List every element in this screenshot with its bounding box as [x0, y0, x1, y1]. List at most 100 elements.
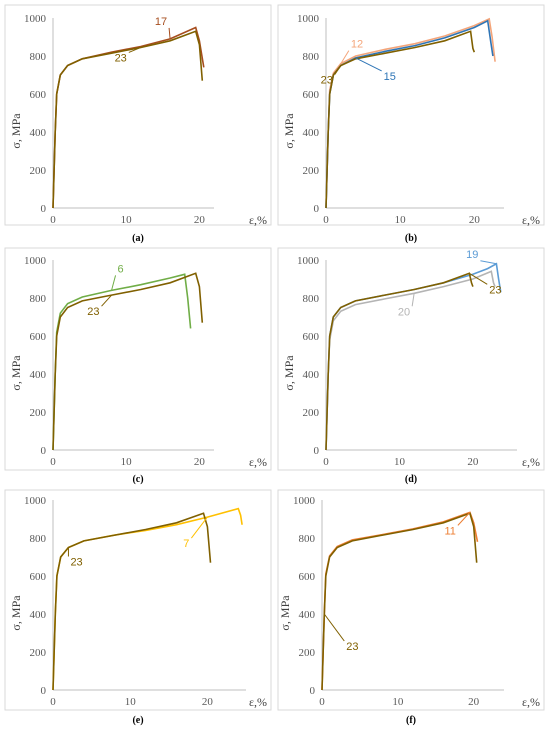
x-axis-label: ε,%: [249, 213, 267, 227]
series-annotation-20: 20: [398, 306, 410, 318]
x-tick-label: 0: [323, 214, 329, 226]
annotation-leader: [128, 46, 142, 53]
panel-caption: (f): [406, 715, 416, 726]
y-tick-label: 800: [30, 293, 47, 305]
series-annotation-23: 23: [115, 52, 127, 64]
x-tick-label: 20: [194, 214, 206, 226]
x-tick-label: 20: [194, 456, 206, 468]
y-tick-label: 600: [303, 89, 320, 101]
annotation-leader: [101, 294, 112, 307]
series-annotation-12: 12: [351, 39, 363, 51]
y-tick-label: 0: [41, 203, 47, 215]
x-tick-label: 0: [50, 696, 56, 708]
annotation-leader: [468, 272, 488, 285]
y-tick-label: 0: [314, 203, 320, 215]
series-annotation-23: 23: [70, 557, 82, 569]
x-axis-label: ε,%: [522, 695, 540, 709]
y-tick-label: 0: [41, 685, 47, 697]
x-tick-label: 10: [394, 456, 406, 468]
panel-frame: [4, 4, 272, 226]
x-axis-label: ε,%: [249, 455, 267, 469]
series-annotation-23: 23: [321, 75, 333, 87]
series-annotation-23: 23: [346, 641, 358, 653]
series-annotation-6: 6: [118, 263, 124, 275]
series-line-7: [52, 507, 243, 691]
x-tick-label: 0: [50, 214, 56, 226]
panel-frame: [277, 489, 545, 711]
y-tick-label: 1000: [293, 495, 316, 507]
series-annotation-19: 19: [466, 249, 478, 261]
y-tick-label: 200: [30, 407, 47, 419]
series-annotation-7: 7: [183, 538, 189, 550]
y-tick-label: 800: [30, 533, 47, 545]
y-tick-label: 600: [30, 331, 47, 343]
y-tick-label: 600: [30, 571, 47, 583]
annotation-leader: [457, 512, 471, 526]
series-line-23: [52, 272, 204, 451]
y-tick-label: 1000: [297, 255, 320, 267]
panel-frame: [277, 4, 545, 226]
y-tick-label: 0: [310, 685, 316, 697]
x-tick-label: 0: [319, 696, 325, 708]
y-tick-label: 400: [303, 369, 320, 381]
y-tick-label: 600: [303, 331, 320, 343]
annotation-leader: [334, 65, 342, 75]
x-tick-label: 20: [202, 696, 214, 708]
annotation-leader: [323, 613, 345, 642]
annotation-leader: [355, 57, 382, 72]
panel-caption: (c): [132, 474, 143, 485]
y-tick-label: 600: [299, 571, 316, 583]
y-tick-label: 400: [30, 369, 47, 381]
x-tick-label: 10: [125, 696, 137, 708]
y-tick-label: 0: [41, 445, 47, 457]
series-annotation-15: 15: [384, 71, 396, 83]
annotation-leader: [411, 293, 415, 307]
y-axis-label: σ, MPa: [9, 595, 23, 631]
annotation-leader: [480, 260, 497, 265]
y-tick-label: 400: [303, 127, 320, 139]
y-tick-label: 200: [303, 407, 320, 419]
series-annotation-17: 17: [155, 16, 167, 28]
y-axis-label: σ, MPa: [9, 113, 23, 149]
x-tick-label: 20: [467, 456, 479, 468]
annotation-leader: [340, 50, 350, 64]
x-tick-label: 20: [468, 696, 480, 708]
panel-frame: [277, 247, 545, 471]
y-tick-label: 200: [30, 647, 47, 659]
x-tick-label: 10: [121, 214, 133, 226]
y-tick-label: 800: [299, 533, 316, 545]
y-axis-label: σ, MPa: [282, 355, 296, 391]
series-line-23: [325, 30, 476, 209]
y-tick-label: 800: [303, 293, 320, 305]
series-line-20: [325, 270, 496, 451]
panel-caption: (e): [132, 715, 143, 726]
series-line-6: [52, 273, 192, 451]
series-line-17: [52, 26, 205, 209]
annotation-leader: [191, 516, 208, 539]
y-tick-label: 400: [30, 127, 47, 139]
x-tick-label: 10: [392, 696, 404, 708]
series-line-11: [321, 511, 479, 691]
series-line-23: [52, 512, 212, 691]
x-axis-label: ε,%: [522, 213, 540, 227]
y-tick-label: 1000: [24, 255, 47, 267]
y-tick-label: 200: [303, 165, 320, 177]
panel-caption: (d): [405, 474, 417, 485]
annotation-leader: [168, 27, 171, 39]
x-axis-label: ε,%: [522, 455, 540, 469]
series-line-23: [321, 512, 478, 691]
y-tick-label: 0: [314, 445, 320, 457]
y-axis-label: σ, MPa: [282, 113, 296, 149]
y-tick-label: 800: [303, 51, 320, 63]
panel-frame: [4, 247, 272, 471]
series-line-23: [325, 272, 474, 451]
panel-frame: [4, 489, 272, 711]
y-tick-label: 200: [299, 647, 316, 659]
y-tick-label: 600: [30, 89, 47, 101]
panel-caption: (a): [132, 233, 144, 244]
y-axis-label: σ, MPa: [9, 355, 23, 391]
y-axis-label: σ, MPa: [278, 595, 292, 631]
x-tick-label: 10: [121, 456, 133, 468]
y-tick-label: 400: [30, 609, 47, 621]
